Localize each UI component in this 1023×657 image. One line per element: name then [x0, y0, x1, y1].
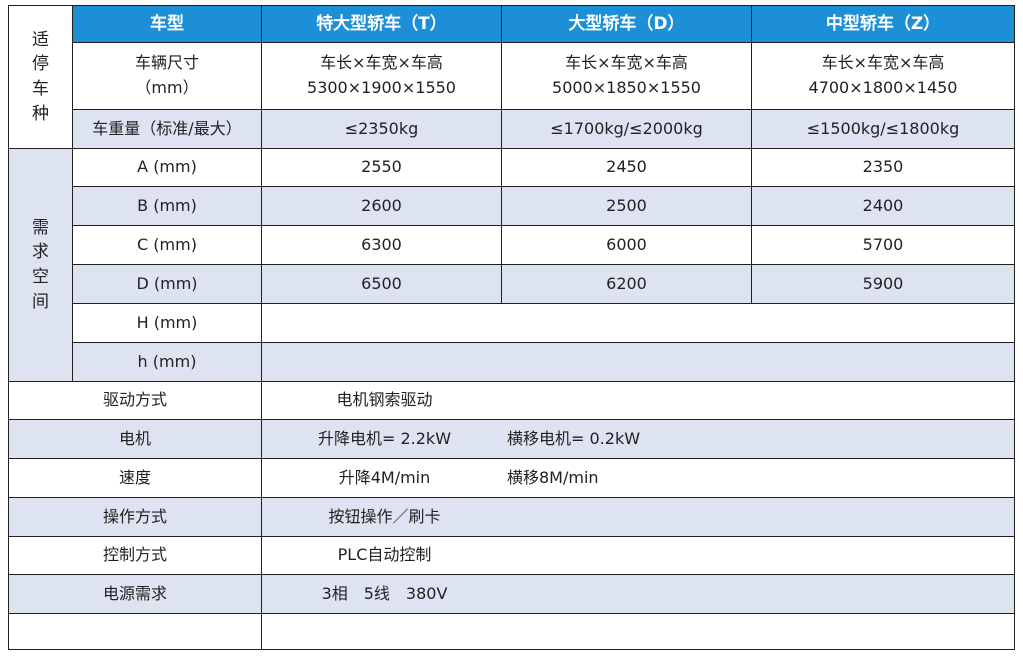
spec-label-speed: 速度 [8, 458, 262, 498]
space-label-d: D (mm) [72, 264, 262, 304]
header-type-d: 大型轿车（D） [501, 5, 752, 43]
spec-value-motor: 升降电机= 2.2kW 横移电机= 0.2kW [261, 419, 1015, 459]
vehicle-type-group-label: 适 停 车 种 [8, 5, 73, 149]
space-b-z: 2400 [751, 186, 1015, 226]
space-d-z: 5900 [751, 264, 1015, 304]
space-a-d: 2450 [501, 148, 752, 187]
spec-label-drive: 驱动方式 [8, 381, 262, 420]
space-b-t: 2600 [261, 186, 502, 226]
space-a-z: 2350 [751, 148, 1015, 187]
vehicle-size-label: 车辆尺寸 （mm） [72, 42, 262, 110]
spec-value-power: 3相 5线 380V [261, 574, 1015, 614]
parking-spec-table: 适 停 车 种 车型 特大型轿车（T） 大型轿车（D） 中型轿车（Z） 车辆尺寸… [8, 5, 1015, 650]
spec-label-operation: 操作方式 [8, 497, 262, 537]
space-d-d: 6200 [501, 264, 752, 304]
space-a-t: 2550 [261, 148, 502, 187]
spec-value-control: PLC自动控制 [261, 536, 1015, 575]
spec-label-motor: 电机 [8, 419, 262, 459]
space-label-b: B (mm) [72, 186, 262, 226]
spec-label-power: 电源需求 [8, 574, 262, 614]
vehicle-size-z: 车长×车宽×车高 4700×1800×1450 [751, 42, 1015, 110]
space-d-t: 6500 [261, 264, 502, 304]
vehicle-weight-z: ≤1500kg/≤1800kg [751, 109, 1015, 149]
space-label-h-lower: h (mm) [72, 342, 262, 382]
vehicle-size-t: 车长×车宽×车高 5300×1900×1550 [261, 42, 502, 110]
spec-label-empty [8, 613, 262, 650]
space-h-upper-value [261, 303, 1015, 343]
spec-value-operation: 按钮操作／刷卡 [261, 497, 1015, 537]
spec-label-control: 控制方式 [8, 536, 262, 575]
space-group-label: 需 求 空 间 [8, 148, 73, 382]
spec-value-speed: 升降4M/min 横移8M/min [261, 458, 1015, 498]
header-vehicle-type: 车型 [72, 5, 262, 43]
header-type-z: 中型轿车（Z） [751, 5, 1015, 43]
spec-value-empty [261, 613, 1015, 650]
space-label-h-upper: H (mm) [72, 303, 262, 343]
space-label-c: C (mm) [72, 225, 262, 265]
space-label-a: A (mm) [72, 148, 262, 187]
vehicle-size-d: 车长×车宽×车高 5000×1850×1550 [501, 42, 752, 110]
vehicle-weight-label: 车重量（标准/最大） [72, 109, 262, 149]
header-type-t: 特大型轿车（T） [261, 5, 502, 43]
spec-value-drive: 电机钢索驱动 [261, 381, 1015, 420]
vehicle-weight-t: ≤2350kg [261, 109, 502, 149]
space-b-d: 2500 [501, 186, 752, 226]
space-c-t: 6300 [261, 225, 502, 265]
space-h-lower-value [261, 342, 1015, 382]
space-c-z: 5700 [751, 225, 1015, 265]
space-c-d: 6000 [501, 225, 752, 265]
vehicle-weight-d: ≤1700kg/≤2000kg [501, 109, 752, 149]
